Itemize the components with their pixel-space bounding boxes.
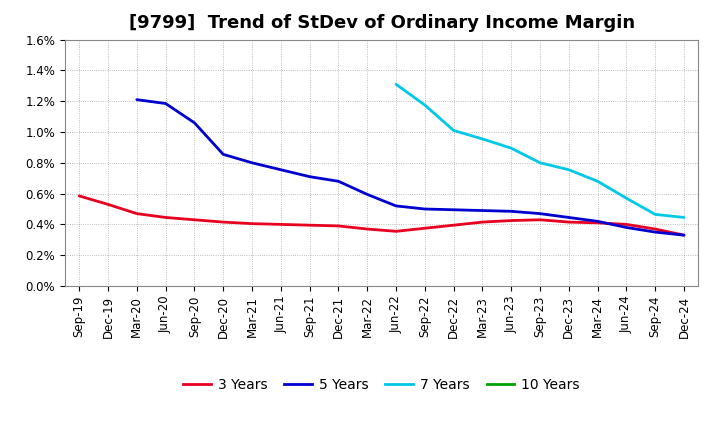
5 Years [305, 174, 314, 180]
5 Years [132, 97, 141, 102]
7 Years [420, 103, 429, 108]
5 Years [622, 225, 631, 230]
5 Years [478, 208, 487, 213]
3 Years [161, 215, 170, 220]
7 Years [593, 179, 602, 184]
Line: 3 Years: 3 Years [79, 196, 684, 235]
3 Years [219, 220, 228, 225]
5 Years [392, 203, 400, 209]
7 Years [622, 195, 631, 201]
3 Years [190, 217, 199, 222]
5 Years [507, 209, 516, 214]
3 Years [449, 223, 458, 228]
5 Years [536, 211, 544, 216]
5 Years [420, 206, 429, 212]
7 Years [478, 136, 487, 142]
3 Years [334, 224, 343, 229]
7 Years [449, 128, 458, 133]
5 Years [190, 120, 199, 125]
3 Years [593, 220, 602, 225]
5 Years [449, 207, 458, 213]
7 Years [507, 146, 516, 151]
Legend: 3 Years, 5 Years, 7 Years, 10 Years: 3 Years, 5 Years, 7 Years, 10 Years [178, 372, 585, 397]
3 Years [564, 220, 573, 225]
3 Years [536, 217, 544, 222]
5 Years [276, 167, 285, 172]
3 Years [75, 193, 84, 198]
3 Years [248, 221, 256, 226]
3 Years [507, 218, 516, 223]
5 Years [564, 215, 573, 220]
5 Years [248, 160, 256, 165]
5 Years [161, 101, 170, 106]
7 Years [392, 81, 400, 87]
5 Years [363, 192, 372, 197]
3 Years [132, 211, 141, 216]
3 Years [104, 202, 112, 207]
5 Years [334, 179, 343, 184]
7 Years [536, 160, 544, 165]
5 Years [680, 232, 688, 238]
7 Years [651, 212, 660, 217]
5 Years [593, 219, 602, 224]
3 Years [420, 226, 429, 231]
3 Years [392, 229, 400, 234]
Line: 7 Years: 7 Years [396, 84, 684, 217]
5 Years [651, 230, 660, 235]
Title: [9799]  Trend of StDev of Ordinary Income Margin: [9799] Trend of StDev of Ordinary Income… [129, 15, 634, 33]
3 Years [305, 223, 314, 228]
5 Years [219, 152, 228, 157]
Line: 5 Years: 5 Years [137, 99, 684, 235]
7 Years [680, 215, 688, 220]
3 Years [478, 220, 487, 225]
3 Years [622, 222, 631, 227]
3 Years [276, 222, 285, 227]
7 Years [564, 167, 573, 172]
3 Years [680, 232, 688, 238]
3 Years [363, 226, 372, 231]
3 Years [651, 226, 660, 231]
